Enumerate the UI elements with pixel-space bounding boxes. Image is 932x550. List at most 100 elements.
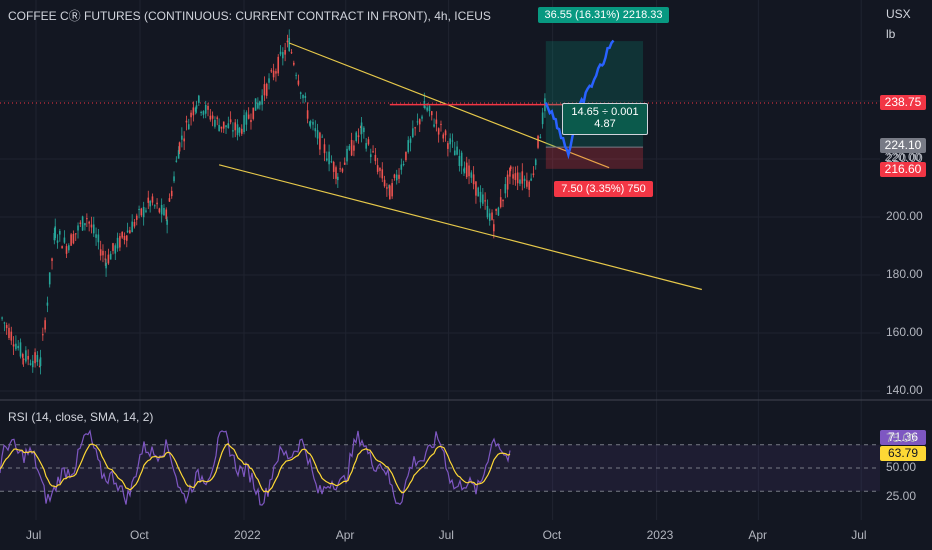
rsi-tick-label: 75.00 — [886, 431, 917, 445]
candle-body — [236, 124, 239, 136]
candle-body — [386, 187, 388, 189]
candle-body — [90, 224, 93, 228]
candle-body — [418, 119, 421, 125]
candle-body — [444, 130, 447, 136]
candle-body — [435, 119, 438, 124]
candle-body — [53, 232, 56, 241]
risk-reward-line1: 14.65 ÷ 0.001 — [571, 106, 639, 118]
candle-body — [426, 107, 428, 111]
candle-body — [470, 172, 473, 178]
candle-body — [437, 128, 440, 135]
candle-body — [319, 132, 321, 150]
candle-body — [145, 210, 147, 212]
candle-body — [363, 127, 365, 133]
candle-body — [491, 212, 493, 220]
candle-body — [355, 132, 358, 142]
candle-body — [343, 162, 346, 165]
candle-body — [95, 234, 97, 238]
candle-body — [268, 78, 270, 83]
candle-body — [68, 245, 70, 251]
candle-body — [497, 207, 500, 216]
candle-body — [257, 102, 259, 109]
candle-body — [304, 95, 307, 98]
candle-body — [284, 50, 286, 55]
rsi-pane — [0, 429, 880, 506]
currency-label[interactable]: USX — [886, 7, 911, 21]
time-tick-label: Oct — [542, 528, 562, 542]
entry-price-tag: 224.10 — [880, 138, 926, 153]
candle-body — [541, 112, 544, 125]
candle-body — [200, 111, 202, 113]
candle-body — [149, 201, 151, 207]
candle-body — [460, 152, 463, 167]
rsi-sma-line — [0, 443, 511, 494]
candle-body — [416, 121, 419, 123]
rsi-tick-label: 50.00 — [886, 460, 917, 474]
candle-body — [442, 134, 445, 139]
candle-body — [314, 128, 317, 132]
candle-body — [126, 230, 129, 233]
candle-body — [424, 106, 426, 109]
candle-body — [398, 174, 400, 179]
candle-body — [207, 106, 209, 110]
candle-body — [346, 148, 348, 162]
candle-body — [216, 117, 219, 119]
candle-body — [530, 178, 532, 181]
stop-price-tag: 216.60 — [880, 162, 926, 177]
candle-body — [107, 254, 110, 264]
candle-body — [259, 101, 261, 106]
symbol-title[interactable]: COFFEE CⓇ FUTURES (CONTINUOUS: CURRENT C… — [8, 9, 491, 23]
rsi-indicator-label[interactable]: RSI (14, close, SMA, 14, 2) — [8, 410, 154, 424]
time-tick-label: Apr — [748, 528, 768, 542]
rsi-value-tag: 71.36 — [880, 430, 926, 445]
candle-body — [414, 127, 416, 129]
candle-body — [10, 331, 13, 341]
candle-body — [486, 205, 489, 218]
candle-body — [412, 128, 414, 138]
candle-body — [306, 110, 309, 119]
candle-body — [181, 135, 183, 140]
candle-body — [183, 138, 185, 142]
candle-body — [477, 187, 480, 197]
candle-body — [325, 158, 328, 161]
candle-body — [112, 243, 114, 251]
candle-body — [163, 207, 165, 216]
candle-body — [116, 237, 119, 249]
candle-body — [22, 358, 25, 360]
candle-body — [254, 98, 257, 111]
candle-body — [129, 230, 131, 234]
candle-body — [140, 208, 143, 216]
price-tick-label: 200.00 — [886, 209, 923, 223]
candle-body — [209, 115, 212, 120]
candle-body — [229, 119, 232, 123]
candle-body — [376, 165, 379, 172]
candle-body — [70, 234, 72, 246]
candle-body — [509, 166, 512, 170]
candle-body — [341, 168, 344, 172]
candle-body — [65, 246, 68, 254]
candle-body — [158, 208, 161, 213]
candle-body — [194, 107, 197, 112]
candle-body — [288, 37, 291, 51]
entry-covered-tick: 220.00 — [884, 150, 922, 164]
time-tick-label: 2023 — [646, 528, 674, 542]
candle-body — [225, 125, 227, 128]
candle-body — [175, 160, 178, 162]
candle-body — [84, 223, 86, 226]
candle-body — [339, 168, 341, 170]
time-tick-label: Apr — [335, 528, 355, 542]
price-tick-label: 220.00 — [886, 151, 923, 165]
candle-body — [138, 208, 140, 211]
candle-body — [360, 122, 363, 134]
candle-body — [97, 234, 100, 243]
risk-reward-line2: 4.87 — [594, 118, 616, 130]
candle-body — [484, 200, 486, 202]
candle-body — [514, 173, 517, 181]
candle-body — [475, 181, 477, 196]
candle-body — [275, 71, 277, 74]
candle-body — [502, 199, 504, 202]
candle-body — [222, 121, 225, 129]
unit-label[interactable]: lb — [886, 27, 896, 41]
price-tick-label: 140.00 — [886, 383, 923, 397]
